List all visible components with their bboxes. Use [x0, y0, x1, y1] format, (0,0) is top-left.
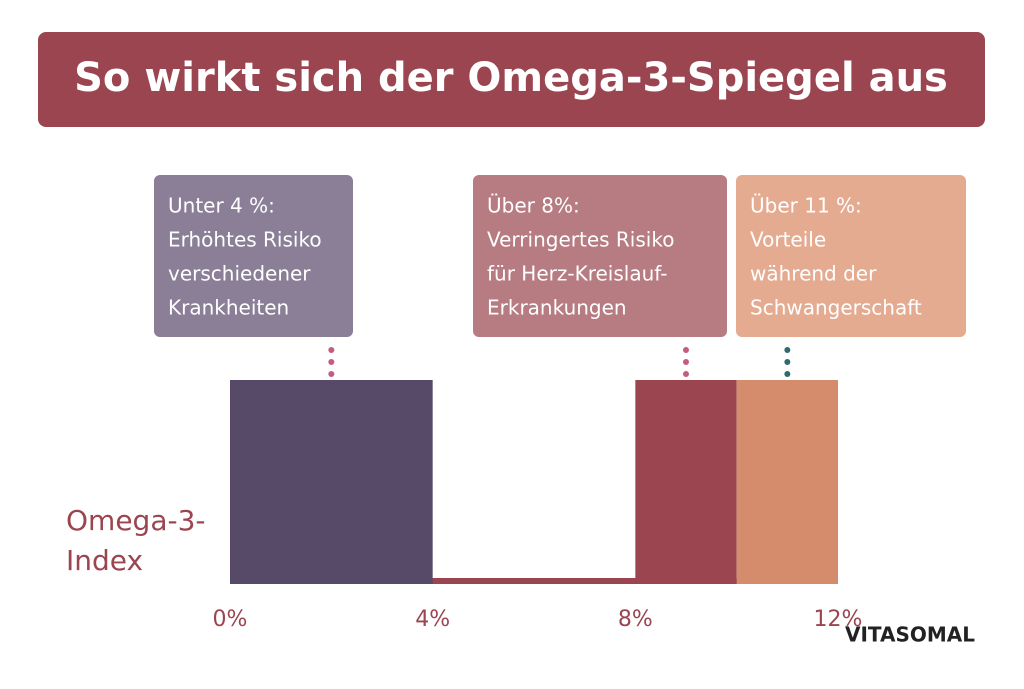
connector-dot	[328, 347, 335, 353]
y-label: Index	[66, 544, 143, 577]
connector-dot	[683, 371, 689, 377]
y-label: Omega-3-	[66, 504, 206, 537]
annotation-text: verschiedener	[168, 262, 311, 286]
connector-dot	[683, 359, 689, 365]
connector-dot	[784, 359, 791, 365]
annotation-text: Krankheiten	[168, 296, 289, 320]
chart-title: So wirkt sich der Omega-3-Spiegel aus	[74, 55, 948, 101]
range-bar	[736, 380, 838, 584]
x-tick-label: 12%	[814, 607, 863, 632]
annotation-text: Verringertes Risiko	[487, 228, 674, 252]
annotation-box	[154, 175, 353, 337]
annotation-text: Über 11 %:	[750, 194, 862, 218]
x-tick-label: 0%	[213, 607, 248, 632]
annotation-text: für Herz-Kreislauf-	[487, 262, 667, 286]
connector-dot	[683, 347, 689, 353]
range-bar	[230, 380, 433, 584]
title-banner	[38, 32, 985, 127]
annotation-text: Schwangerschaft	[750, 296, 922, 320]
annotation-text: Erkrankungen	[487, 296, 627, 320]
range-bar	[635, 380, 737, 584]
brand: VITASOMAL	[845, 623, 975, 647]
annotation-text: Über 8%:	[487, 194, 580, 218]
annotation-box	[736, 175, 966, 337]
baseline	[230, 578, 838, 584]
annotation-text: Erhöhtes Risiko	[168, 228, 322, 252]
annotation-text: während der	[750, 262, 877, 286]
connector-dot	[784, 347, 791, 353]
x-tick-label: 4%	[415, 607, 450, 632]
connector-dot	[328, 371, 335, 377]
annotation-box	[473, 175, 727, 337]
annotation-text: Vorteile	[750, 228, 826, 252]
annotation-text: Unter 4 %:	[168, 194, 275, 218]
connector-dot	[328, 359, 335, 365]
x-tick-label: 8%	[618, 607, 653, 632]
connector-dot	[784, 371, 791, 377]
